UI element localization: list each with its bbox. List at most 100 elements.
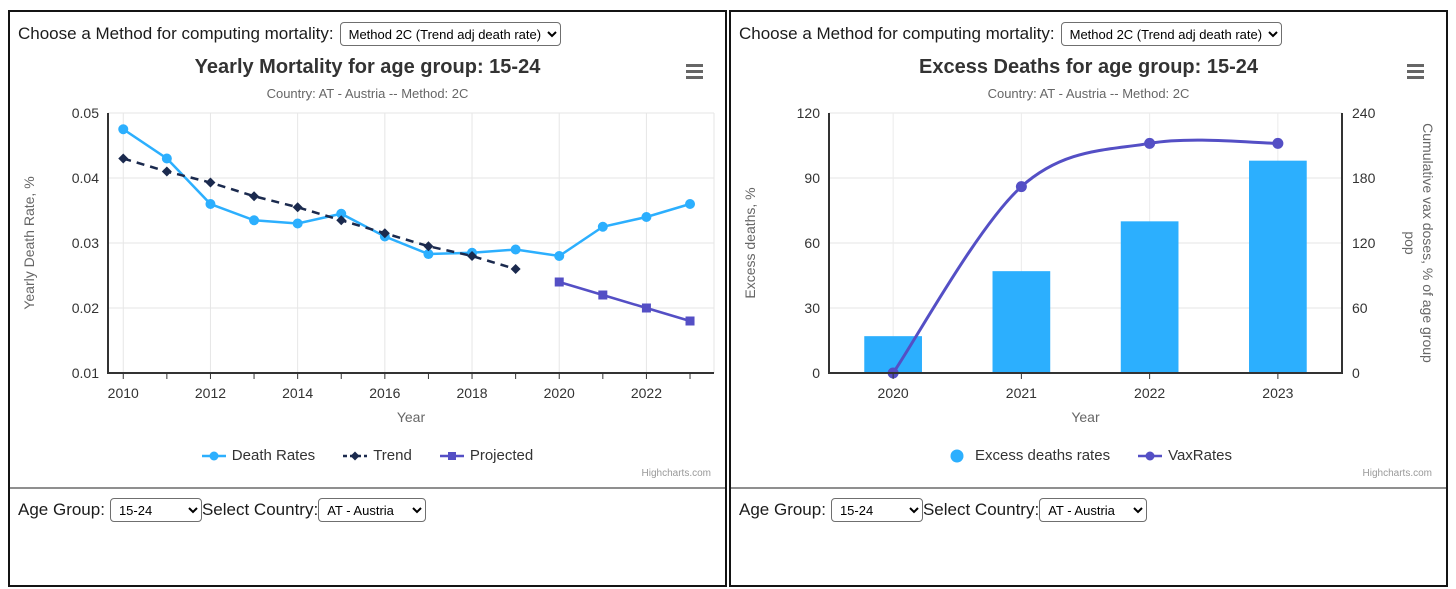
legend-item-death-rates[interactable]: Death Rates xyxy=(201,447,316,464)
data-point-marker xyxy=(685,316,695,326)
chart-title: Yearly Mortality for age group: 15-24 xyxy=(194,56,541,78)
x-axis-tick-label: 2020 xyxy=(543,385,574,401)
chart-context-menu-icon[interactable] xyxy=(1407,64,1424,82)
data-point-marker xyxy=(248,215,259,226)
excess-deaths-chart-svg: 0 30 60 90 120 0 60 120 180 240 2020 2021 2022 2023 Ye… xyxy=(742,105,1436,425)
x-axis-tick-label: 2010 xyxy=(107,385,138,401)
excess-deaths-columns xyxy=(863,160,1307,373)
highcharts-credit-link[interactable]: Highcharts.com xyxy=(641,468,711,479)
data-point-marker xyxy=(204,199,215,209)
country-label: Select Country: xyxy=(922,500,1040,519)
y-axis-tick-label-right: 240 xyxy=(1352,105,1376,121)
legend-item-projected[interactable]: Projected xyxy=(439,447,534,464)
age-group-select[interactable]: 15-24 xyxy=(830,498,923,522)
data-point-marker xyxy=(422,241,433,252)
data-point-marker xyxy=(510,264,521,274)
x-axis-tick-label: 2022 xyxy=(1134,385,1165,401)
method-select[interactable]: Method 2C (Trend adj death rate) xyxy=(339,22,561,46)
data-point-marker xyxy=(597,290,607,300)
x-axis-tick-label: 2018 xyxy=(456,385,487,401)
method-label: Choose a Method for computing mortality: xyxy=(18,24,334,43)
legend-item-vaxrates[interactable]: VaxRates xyxy=(1138,447,1232,464)
x-axis-tick-label: 2022 xyxy=(630,385,661,401)
legend-shape xyxy=(950,449,964,462)
data-point-marker xyxy=(292,218,303,229)
series-line xyxy=(558,280,690,323)
x-axis-tick-label: 2021 xyxy=(1005,385,1036,401)
y-axis-tick-label: 0.02 xyxy=(71,300,98,316)
age-group-label: Age Group: xyxy=(739,500,826,519)
chart-title: Excess Deaths for age group: 15-24 xyxy=(918,56,1258,78)
y-axis-tick-label-right: 180 xyxy=(1352,170,1376,186)
age-group-select[interactable]: 15-24 xyxy=(109,498,202,522)
legend-label: Excess deaths rates xyxy=(975,447,1111,464)
data-point-marker xyxy=(1143,137,1155,149)
data-point-marker xyxy=(1015,181,1027,193)
vaxrates-spline xyxy=(887,137,1283,379)
data-point-marker xyxy=(335,215,346,226)
data-point-marker xyxy=(422,249,433,260)
data-point-marker xyxy=(204,177,215,188)
mortality-panel: Choose a Method for computing mortality:… xyxy=(8,10,727,587)
excess-deaths-legend: Excess deaths rates VaxRates xyxy=(731,447,1446,464)
projected-series xyxy=(554,277,695,326)
y-axis-tick-label-left: 0 xyxy=(812,365,820,381)
column-bar xyxy=(992,271,1050,373)
data-point-marker xyxy=(117,153,128,164)
data-point-marker xyxy=(554,277,564,287)
x-axis-tick-label: 2020 xyxy=(877,385,908,401)
legend-label: VaxRates xyxy=(1168,447,1232,464)
data-point-marker xyxy=(553,251,564,261)
data-point-marker xyxy=(641,303,651,313)
method-row: Choose a Method for computing mortality:… xyxy=(10,12,725,46)
x-axis-tick-label: 2016 xyxy=(369,385,400,401)
country-select[interactable]: AT - Austria xyxy=(318,498,427,522)
y-axis-tick-label-left: 60 xyxy=(804,235,820,251)
data-point-marker xyxy=(640,212,651,222)
x-axis-tick-label: 2012 xyxy=(194,385,225,401)
method-row: Choose a Method for computing mortality:… xyxy=(731,12,1446,46)
x-axis-tick-label: 2023 xyxy=(1262,385,1293,401)
y-axis-title: Yearly Death Rate, % xyxy=(21,176,37,309)
method-select[interactable]: Method 2C (Trend adj death rate) xyxy=(1060,22,1282,46)
column-bar xyxy=(1248,160,1307,373)
chart-subtitle: Country: AT - Austria -- Method: 2C xyxy=(266,86,469,101)
y-axis-tick-label-right: 0 xyxy=(1352,365,1360,381)
data-point-marker xyxy=(379,228,390,239)
footer-controls: Age Group: 15-24 Select Country: AT - Au… xyxy=(731,489,1446,522)
y-axis-tick-label-right: 60 xyxy=(1352,300,1368,316)
legend-label: Death Rates xyxy=(231,447,316,464)
mortality-legend: Death Rates Trend Projected xyxy=(10,447,725,464)
chart-subtitle: Country: AT - Austria -- Method: 2C xyxy=(987,86,1190,101)
method-label: Choose a Method for computing mortality: xyxy=(739,24,1055,43)
column-bar xyxy=(1120,221,1178,373)
legend-item-excess-deaths-rates[interactable]: Excess deaths rates xyxy=(945,447,1110,464)
data-point-marker xyxy=(466,251,477,261)
data-point-marker xyxy=(161,166,172,177)
chart-context-menu-icon[interactable] xyxy=(686,64,703,82)
country-select[interactable]: AT - Austria xyxy=(1039,498,1148,522)
y-axis-title-left: Excess deaths, % xyxy=(742,187,758,298)
y-axis-tick-label: 0.03 xyxy=(71,235,98,251)
data-point-marker xyxy=(1271,137,1283,149)
y-axis-tick-label-left: 120 xyxy=(796,105,820,121)
legend-shape xyxy=(209,451,219,460)
divider xyxy=(731,487,1446,489)
series-line xyxy=(122,157,516,271)
legend-marker-icon xyxy=(950,449,964,462)
data-point-marker xyxy=(248,191,259,202)
y-axis-tick-label: 0.01 xyxy=(71,365,98,381)
series-line xyxy=(891,138,1278,374)
highcharts-credit-link[interactable]: Highcharts.com xyxy=(1362,468,1432,479)
excess-deaths-panel: Choose a Method for computing mortality:… xyxy=(729,10,1448,587)
x-axis-tick-label: 2014 xyxy=(282,385,313,401)
data-point-marker xyxy=(684,199,695,209)
legend-label: Projected xyxy=(469,447,534,464)
y-axis-title-right: pop xyxy=(1402,231,1418,255)
series-line xyxy=(122,128,690,258)
mortality-chart-svg: 0.01 0.02 0.03 0.04 0.05 2010 2012 2014 2016 2018… xyxy=(21,105,714,425)
legend-marker-icon xyxy=(439,451,464,460)
legend-item-trend[interactable]: Trend xyxy=(343,447,412,464)
data-point-marker xyxy=(292,202,303,213)
